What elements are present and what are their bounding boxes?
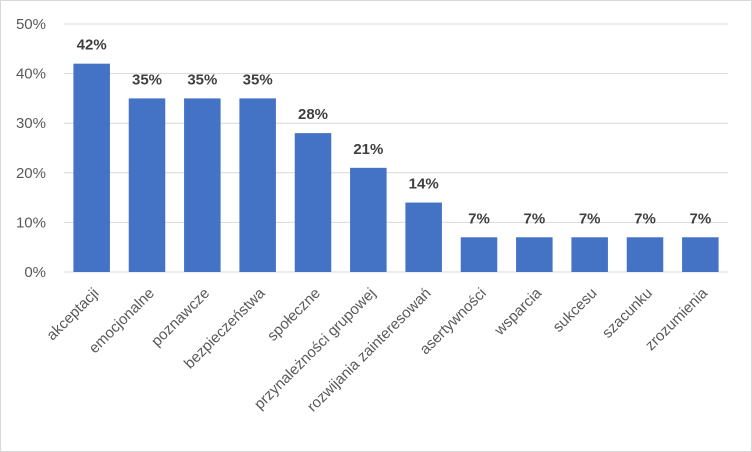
bar [128,98,166,273]
data-label: 7% [468,210,490,227]
data-label: 35% [187,71,217,88]
data-label: 35% [243,71,273,88]
x-tick-label: akceptacji [43,285,102,344]
y-tick-label: 30% [16,115,46,132]
bar [184,98,221,273]
gridlines [64,23,728,273]
data-label: 21% [353,141,383,158]
data-label: 28% [298,106,328,123]
data-label: 42% [77,37,107,54]
bar [571,237,608,272]
bar [460,237,498,272]
bar [516,237,553,272]
y-tick-label: 20% [16,165,46,182]
data-label: 7% [579,210,601,227]
bar [239,98,276,273]
x-tick-label: wsparcia [491,284,546,339]
bar [682,237,719,272]
x-tick-label: szacunku [599,285,656,342]
data-labels: 42% 35% 35% 35% 28% 21% 14% 7% 7% 7% 7% 7% [77,37,712,228]
y-tick-label: 0% [24,264,46,281]
bar [350,167,387,272]
data-label: 7% [634,210,656,227]
bar [73,63,110,273]
y-tick-label: 40% [16,66,46,83]
data-label: 35% [132,71,162,88]
data-label: 14% [409,176,439,193]
data-label: 7% [689,210,711,227]
x-tick-label: sukcesu [550,285,601,336]
bars [73,63,719,273]
x-axis-labels: akceptacjiemocjonalnepoznawczebezpieczeń… [43,284,711,415]
x-tick-label: społeczne [264,285,324,345]
bar [294,133,332,272]
y-axis-labels: 0% 10% 20% 30% 40% 50% [16,16,46,281]
y-tick-label: 10% [16,214,46,231]
bar [626,237,664,272]
y-tick-label: 50% [16,16,46,33]
data-label: 7% [523,210,545,227]
bar [405,202,442,272]
